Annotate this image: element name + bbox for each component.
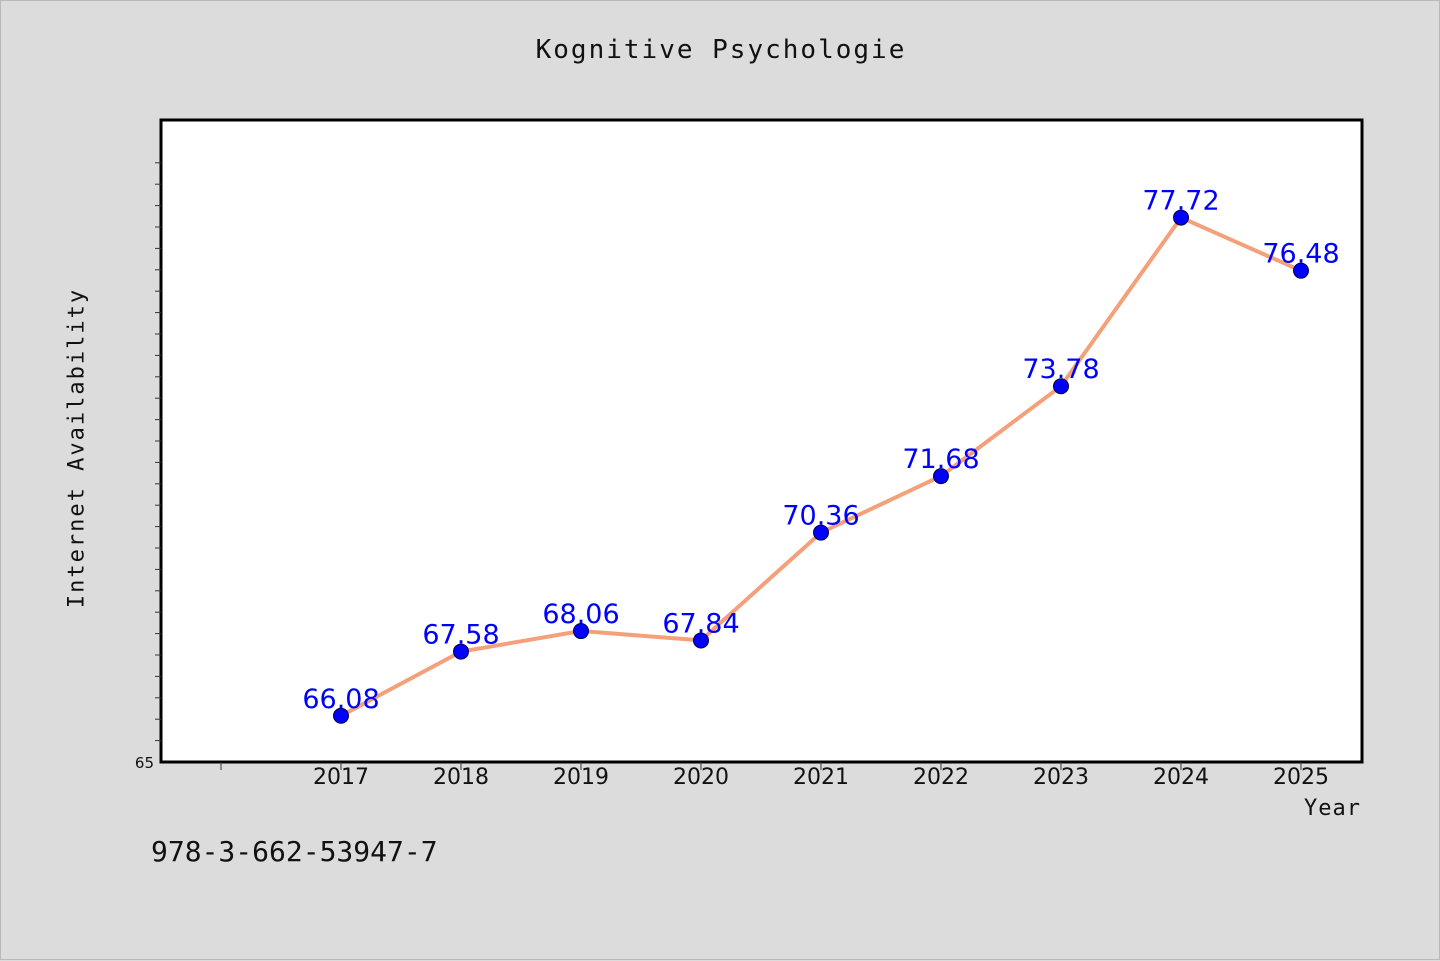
data-point [813,524,829,541]
chart-title: Kognitive Psychologie [535,35,907,65]
data-label: 73.78 [1022,354,1099,385]
x-tick-label: 2024 [1153,765,1209,790]
y-axis-ticks: 65 [135,162,161,772]
x-tick-label: 2019 [553,765,609,790]
data-label: 67.84 [662,608,739,639]
x-tick-label: 2022 [913,765,969,790]
x-tick-label: 2023 [1033,765,1089,790]
data-label: 70.36 [782,501,859,532]
data-point [1173,209,1189,226]
data-label: 76.48 [1262,239,1339,270]
plot-area [159,118,1364,764]
data-label: 68.06 [542,599,619,630]
series-layer: 66.08 67.58 68.06 67.84 70.36 71.68 73.78 77.72… [302,186,1340,724]
x-axis-ticks: 2017 2018 2019 2020 2021 2022 2023 2024 2025 [220,762,1329,790]
data-label: 77.72 [1142,186,1219,217]
x-tick-label: 2018 [433,765,489,790]
x-tick-label: 2025 [1273,765,1329,790]
data-label: 71.68 [902,444,979,475]
data-point [453,643,469,660]
data-label: 66.08 [302,684,379,715]
data-point [1053,378,1069,395]
data-point [933,468,949,485]
data-point [573,623,589,640]
data-point [1293,262,1309,279]
data-point [333,707,349,724]
x-tick-label: 2020 [673,765,729,790]
y-axis-label-text: Internet Availability [64,287,90,609]
data-point [693,632,709,649]
footer-code: 978-3-662-53947-7 [151,835,438,868]
x-tick-label: 2021 [793,765,849,790]
x-axis-label: Year [1304,796,1361,821]
data-label: 67.58 [422,620,499,651]
y-tick-label: 65 [135,754,154,772]
x-tick-label: 2017 [313,765,369,790]
